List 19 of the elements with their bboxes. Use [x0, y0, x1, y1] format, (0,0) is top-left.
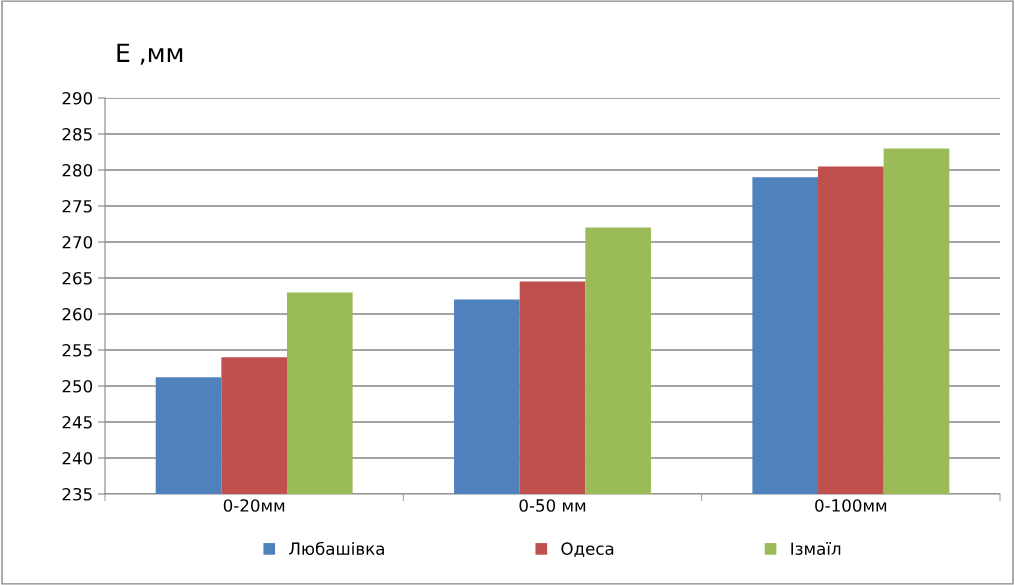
y-tick-label: 240: [62, 451, 93, 465]
y-tick-label: 250: [62, 379, 93, 393]
y-tick-label: 245: [62, 415, 92, 429]
y-tick-label: 290: [62, 91, 93, 105]
y-tick-label: 280: [62, 163, 93, 177]
legend-label: Одеса: [561, 542, 614, 558]
y-tick-label: 285: [62, 127, 92, 141]
y-tick-label: 235: [62, 487, 92, 501]
y-tick-label: 260: [62, 307, 93, 321]
legend-label: Ізмаїл: [791, 542, 841, 555]
x-tick-label: 0-50 мм: [519, 499, 586, 512]
y-axis-title: E ,мм: [117, 43, 183, 65]
y-tick-label: 270: [62, 235, 93, 249]
y-tick-label: 265: [62, 271, 92, 285]
x-tick-label: 0-100мм: [815, 499, 887, 512]
y-tick-label: 275: [62, 199, 92, 213]
legend-label: Любашівка: [289, 541, 384, 555]
x-tick-label: 0-20мм: [223, 499, 285, 512]
y-tick-label: 255: [62, 343, 92, 357]
